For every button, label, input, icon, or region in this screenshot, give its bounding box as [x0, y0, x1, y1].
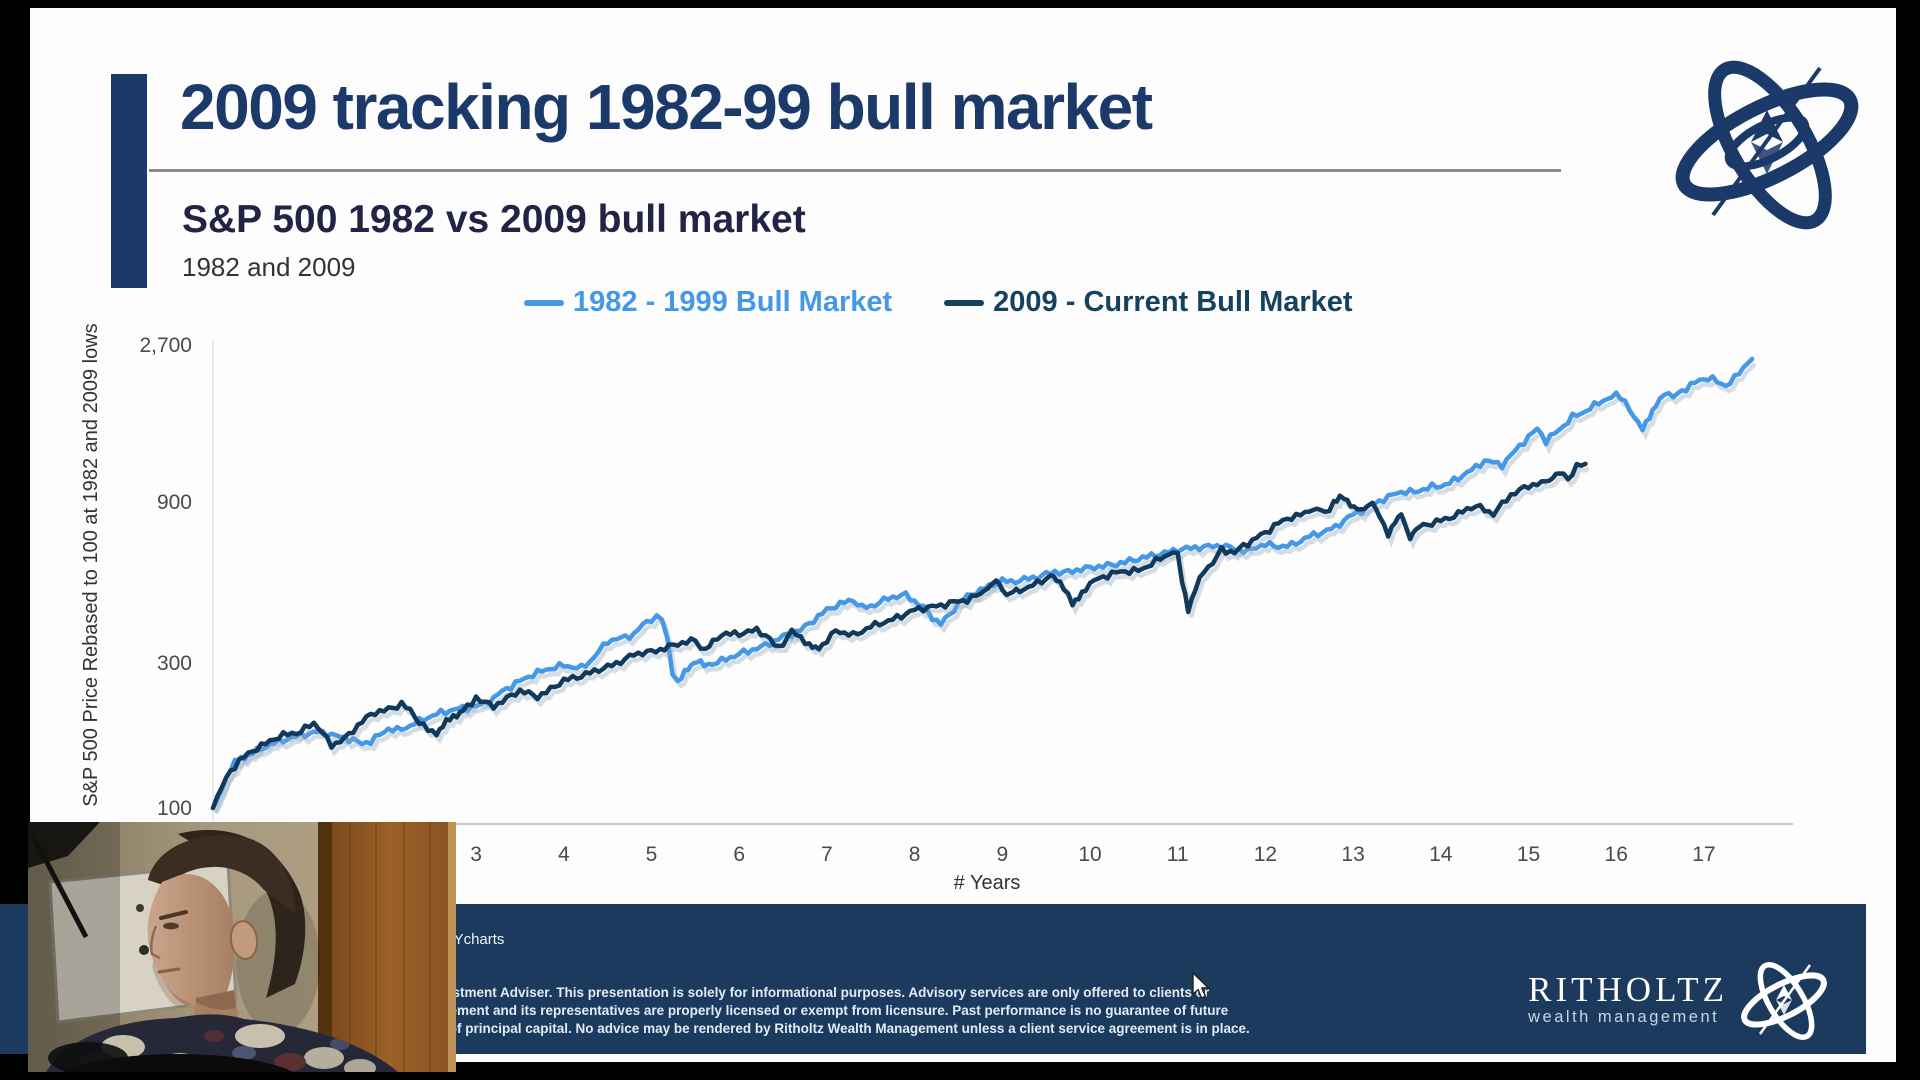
face [147, 874, 235, 1007]
brand-subtitle: wealth management [1528, 1007, 1720, 1026]
ear [229, 920, 259, 960]
eye [163, 922, 179, 930]
webcam-overlay[interactable] [28, 822, 456, 1072]
nose [149, 925, 161, 960]
legend-line-swatch-blue [524, 299, 564, 306]
title-divider [149, 169, 1561, 172]
legend-label: 1982 - 1999 Bull Market [573, 286, 893, 318]
door-frame [318, 822, 332, 1072]
chart-title: S&P 500 1982 vs 2009 bull market [182, 198, 806, 241]
slide-title: 2009 tracking 1982-99 bull market [180, 71, 1153, 143]
mic-stand [28, 828, 89, 939]
disclaimer-line: l Investment Adviser. This presentation … [418, 985, 1210, 1000]
disclaimer-text: l Investment Adviser. This presentation … [418, 984, 1250, 1038]
ritholtz-gyroscope-icon [1675, 60, 1859, 230]
webcam-video-frame [28, 822, 456, 1072]
chart-legend: 1982 - 1999 Bull Market 2009 - Current B… [524, 286, 1353, 319]
presenter-person [46, 830, 398, 1072]
brand-name: RITHOLTZ [1528, 969, 1728, 1009]
disclaimer-line: anagement and its representatives are pr… [418, 1003, 1229, 1018]
ritholtz-brand-logo: RITHOLTZ wealth management [1528, 952, 1838, 1048]
wooden-door [332, 822, 448, 1072]
legend-item-1982-bull: 1982 - 1999 Bull Market [524, 286, 892, 319]
chart-subtitle: 1982 and 2009 [182, 252, 356, 282]
hair-top [148, 835, 296, 914]
mouse-cursor [1192, 972, 1211, 999]
stubble-shading [152, 960, 194, 1008]
disclaimer-line: loss of principal capital. No advice may… [418, 1021, 1250, 1036]
ritholtz-gyroscope-icon-white [1741, 962, 1827, 1040]
legend-label: 2009 - Current Bull Market [993, 286, 1353, 318]
door-jamb [448, 822, 456, 1072]
legend-item-2009-bull: 2009 - Current Bull Market [944, 286, 1353, 319]
title-accent-bar [111, 74, 147, 288]
mouth [157, 967, 181, 974]
eyebrow [159, 910, 188, 920]
legend-line-swatch-navy [944, 299, 985, 306]
